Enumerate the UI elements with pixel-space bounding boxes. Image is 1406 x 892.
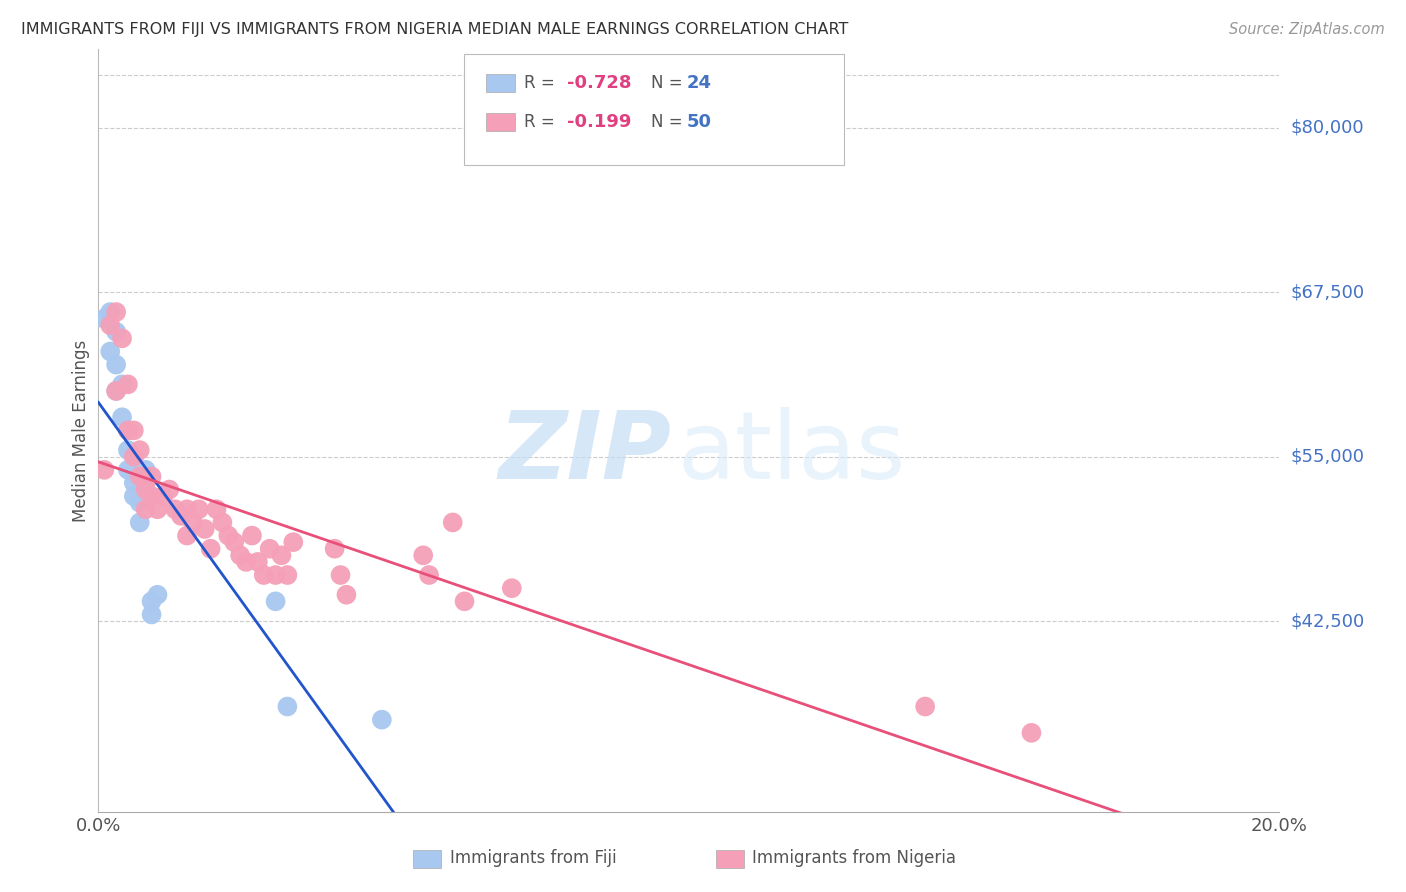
Point bbox=[111, 377, 134, 392]
Point bbox=[135, 463, 157, 477]
Point bbox=[412, 549, 434, 563]
Point bbox=[170, 508, 193, 523]
Point bbox=[117, 377, 139, 392]
Point bbox=[157, 483, 180, 497]
Text: ZIP: ZIP bbox=[498, 408, 671, 500]
Point bbox=[418, 568, 440, 582]
Text: R =: R = bbox=[524, 113, 561, 131]
Point bbox=[240, 528, 263, 542]
Point bbox=[146, 502, 169, 516]
Point bbox=[105, 384, 128, 398]
Point bbox=[224, 535, 246, 549]
Point bbox=[335, 588, 357, 602]
Point bbox=[141, 607, 163, 622]
Point bbox=[165, 502, 187, 516]
Point bbox=[93, 463, 115, 477]
Point bbox=[194, 522, 217, 536]
Text: -0.728: -0.728 bbox=[567, 74, 631, 92]
Point bbox=[264, 568, 287, 582]
Point bbox=[181, 516, 204, 530]
Point bbox=[128, 496, 150, 510]
Point bbox=[217, 528, 239, 542]
Point bbox=[105, 305, 128, 319]
Point bbox=[152, 489, 174, 503]
Text: Immigrants from Fiji: Immigrants from Fiji bbox=[450, 849, 617, 867]
Point bbox=[98, 344, 121, 359]
Point bbox=[98, 305, 121, 319]
Point bbox=[914, 699, 936, 714]
Point bbox=[200, 541, 222, 556]
Point bbox=[122, 475, 145, 490]
Point bbox=[270, 549, 292, 563]
Text: IMMIGRANTS FROM FIJI VS IMMIGRANTS FROM NIGERIA MEDIAN MALE EARNINGS CORRELATION: IMMIGRANTS FROM FIJI VS IMMIGRANTS FROM … bbox=[21, 22, 848, 37]
Text: R =: R = bbox=[524, 74, 561, 92]
Point bbox=[122, 489, 145, 503]
Point bbox=[264, 594, 287, 608]
Point bbox=[187, 502, 209, 516]
Point bbox=[111, 331, 134, 345]
Point bbox=[128, 516, 150, 530]
Y-axis label: Median Male Earnings: Median Male Earnings bbox=[72, 339, 90, 522]
Point bbox=[259, 541, 281, 556]
Point bbox=[205, 502, 228, 516]
Point bbox=[105, 325, 128, 339]
Point bbox=[441, 516, 464, 530]
Point bbox=[141, 469, 163, 483]
Point bbox=[141, 489, 163, 503]
Point bbox=[501, 581, 523, 595]
Point bbox=[117, 443, 139, 458]
Point bbox=[135, 502, 157, 516]
Text: Source: ZipAtlas.com: Source: ZipAtlas.com bbox=[1229, 22, 1385, 37]
Point bbox=[135, 489, 157, 503]
Point bbox=[371, 713, 394, 727]
Point bbox=[453, 594, 475, 608]
Point bbox=[253, 568, 276, 582]
Point bbox=[229, 549, 252, 563]
Point bbox=[176, 502, 198, 516]
Text: -0.199: -0.199 bbox=[567, 113, 631, 131]
Point bbox=[117, 424, 139, 438]
Point bbox=[246, 555, 269, 569]
Point bbox=[93, 311, 115, 326]
Point bbox=[135, 483, 157, 497]
Point bbox=[122, 450, 145, 464]
Text: $42,500: $42,500 bbox=[1291, 612, 1365, 630]
Point bbox=[329, 568, 352, 582]
Point bbox=[1021, 726, 1043, 740]
Text: 24: 24 bbox=[686, 74, 711, 92]
Point bbox=[128, 469, 150, 483]
Text: Immigrants from Nigeria: Immigrants from Nigeria bbox=[752, 849, 956, 867]
Point bbox=[176, 528, 198, 542]
Point bbox=[117, 424, 139, 438]
Point bbox=[141, 594, 163, 608]
Point bbox=[105, 358, 128, 372]
Text: N =: N = bbox=[651, 74, 688, 92]
Point bbox=[122, 450, 145, 464]
Point bbox=[98, 318, 121, 333]
Point bbox=[105, 384, 128, 398]
Point bbox=[283, 535, 305, 549]
Text: 50: 50 bbox=[686, 113, 711, 131]
Point bbox=[235, 555, 257, 569]
Text: $67,500: $67,500 bbox=[1291, 284, 1365, 301]
Point bbox=[276, 568, 298, 582]
Point bbox=[117, 463, 139, 477]
Text: N =: N = bbox=[651, 113, 688, 131]
Point bbox=[146, 588, 169, 602]
Text: $55,000: $55,000 bbox=[1291, 448, 1365, 466]
Text: $80,000: $80,000 bbox=[1291, 119, 1364, 137]
Point bbox=[111, 410, 134, 425]
Point bbox=[276, 699, 298, 714]
Point bbox=[128, 443, 150, 458]
Text: atlas: atlas bbox=[678, 408, 905, 500]
Point bbox=[122, 424, 145, 438]
Point bbox=[211, 516, 233, 530]
Point bbox=[323, 541, 346, 556]
